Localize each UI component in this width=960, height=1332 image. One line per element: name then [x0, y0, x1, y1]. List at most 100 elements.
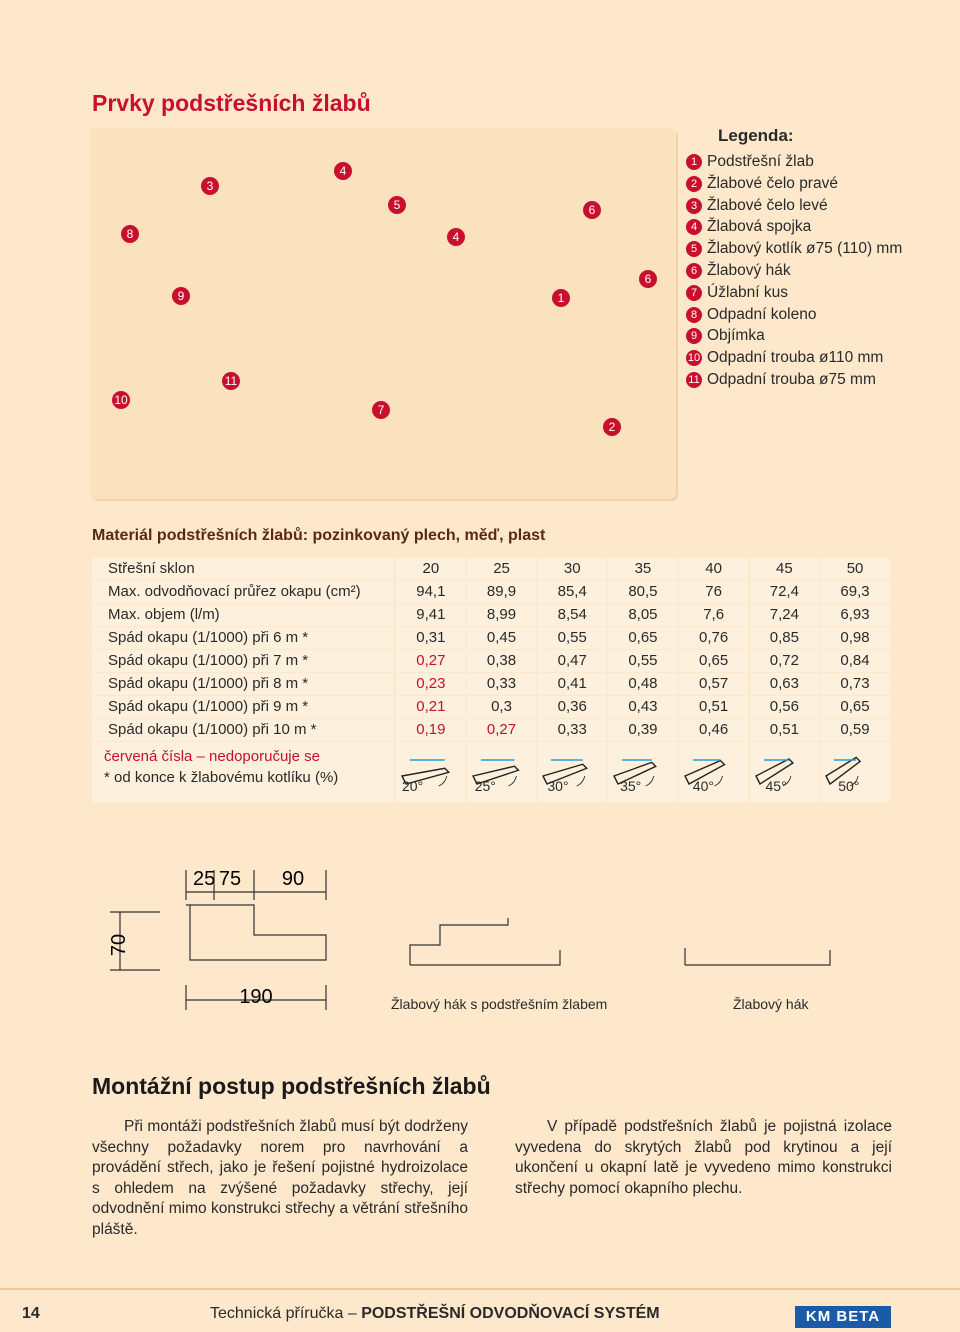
callout: 3 [201, 177, 219, 195]
table-cell: 72,4 [749, 581, 820, 603]
angle-label: 30° [547, 778, 569, 794]
legend-number: 2 [686, 175, 702, 192]
callout: 4 [334, 162, 352, 180]
table-cell: 0,63 [749, 673, 820, 695]
table-cell: 0,48 [608, 673, 678, 695]
table-cell: 8,99 [466, 604, 537, 626]
caption: Žlabový hák [733, 996, 809, 1012]
table-cell: 0,59 [820, 719, 890, 741]
table-cell: 94,1 [396, 581, 466, 603]
legend-text: Žlabové čelo levé [707, 196, 828, 214]
table-cell: 0,84 [820, 650, 890, 672]
table-header: 45 [749, 558, 820, 580]
paragraph: V případě podstřešních žlabů je pojistná… [515, 1118, 892, 1197]
angle-box [537, 742, 608, 802]
table-cell: 85,4 [537, 581, 608, 603]
angle-box [678, 742, 749, 802]
table-cell: 0,51 [678, 696, 749, 718]
angle-box [466, 742, 537, 802]
table-cell: 7,24 [749, 604, 820, 626]
table-cell: 0,46 [678, 719, 749, 741]
footer-text: Technická příručka – PODSTŘEŠNÍ ODVODŇOV… [210, 1305, 660, 1323]
table-cell: 76 [678, 581, 749, 603]
legend-item: 7 Úžlabní kus [686, 282, 788, 303]
angle-box [749, 742, 820, 802]
legend-title: Legenda: [718, 126, 794, 145]
legend-number: 1 [686, 154, 702, 170]
callout: 4 [447, 228, 465, 246]
table-cell: 0,27 [466, 719, 537, 741]
table-cell: 0,33 [466, 673, 537, 695]
angle-icon [754, 758, 794, 787]
callout: 8 [121, 225, 139, 243]
angle-label: 35° [620, 778, 642, 794]
callout: 5 [388, 196, 406, 214]
table-cell: 0,56 [749, 696, 820, 718]
angle-label: 50° [838, 778, 860, 794]
page-title: Prvky podstřešních žlabů [92, 90, 371, 116]
material-heading: Materiál podstřešních žlabů: pozinkovaný… [92, 527, 546, 544]
table-cell: 0,33 [537, 719, 608, 741]
legend-text: Odpadní trouba ø110 mm [707, 349, 884, 367]
legend-item: 8 Odpadní koleno [686, 304, 816, 325]
note: červená čísla – nedoporučuje se [104, 748, 320, 765]
table-cell: 69,3 [820, 581, 890, 603]
table-cell: 0,23 [396, 673, 466, 695]
angle-icon [542, 759, 589, 787]
table-header: 40 [678, 558, 749, 580]
legend-text: Úžlabní kus [707, 283, 788, 301]
table-cell: 0,27 [396, 650, 466, 672]
table-cell: 0,55 [537, 627, 608, 649]
table-cell: 9,41 [396, 604, 466, 626]
legend-item: 5 Žlabový kotlík ø75 (110) mm [686, 238, 902, 259]
table-cell: 0,39 [608, 719, 678, 741]
legend-text: Žlabová spojka [707, 218, 812, 236]
footer-rule [0, 1288, 960, 1290]
footer-label: Technická příručka – [210, 1305, 362, 1322]
table-cell: 0,43 [608, 696, 678, 718]
table-cell: 8,54 [537, 604, 608, 626]
angle-label: 20° [402, 778, 424, 794]
table-cell: 80,5 [608, 581, 678, 603]
legend-item: 2 Žlabové čelo pravé [686, 173, 838, 194]
legend-number: 5 [686, 241, 702, 258]
callout: 7 [372, 401, 390, 419]
table-header: 35 [608, 558, 678, 580]
legend-number: 8 [686, 306, 702, 323]
dimension-label: 190 [239, 986, 272, 1008]
table-cell: 0,73 [820, 673, 890, 695]
legend-number: 11 [686, 372, 702, 388]
legend-number: 7 [686, 284, 702, 301]
note-box [92, 742, 394, 802]
table-label: Max. objem (l/m) [92, 604, 394, 626]
table-cell: 0,65 [678, 650, 749, 672]
table-cell: 0,65 [608, 627, 678, 649]
table-label: Střešní sklon [92, 558, 394, 580]
callout: 9 [172, 287, 190, 305]
angle-icon [825, 756, 862, 787]
legend-number: 6 [686, 263, 702, 279]
table-cell: 0,76 [678, 627, 749, 649]
legend-item: 6 Žlabový hák [686, 260, 791, 281]
dimension-label: 70 [108, 934, 130, 956]
legend-item: 11 Odpadní trouba ø75 mm [686, 369, 876, 390]
callout: 6 [583, 201, 601, 219]
angle-label: 40° [692, 778, 714, 794]
caption: Žlabový hák s podstřešním žlabem [391, 996, 608, 1012]
table-label: Spád okapu (1/1000) při 6 m * [92, 627, 394, 649]
table-cell: 0,19 [396, 719, 466, 741]
table-header: 20 [396, 558, 466, 580]
table-cell: 0,72 [749, 650, 820, 672]
legend-item: 3 Žlabové čelo levé [686, 195, 828, 216]
legend-text: Objímka [707, 327, 765, 345]
table-cell: 0,57 [678, 673, 749, 695]
table-label: Spád okapu (1/1000) při 7 m * [92, 650, 394, 672]
section-title: Montážní postup podstřešních žlabů [92, 1073, 491, 1099]
dimension-label: 75 [219, 868, 241, 890]
table-cell: 0,36 [537, 696, 608, 718]
table-header: 50 [820, 558, 890, 580]
angle-icon [400, 759, 451, 787]
callout: 10 [112, 391, 130, 409]
angle-label: 45° [765, 778, 787, 794]
